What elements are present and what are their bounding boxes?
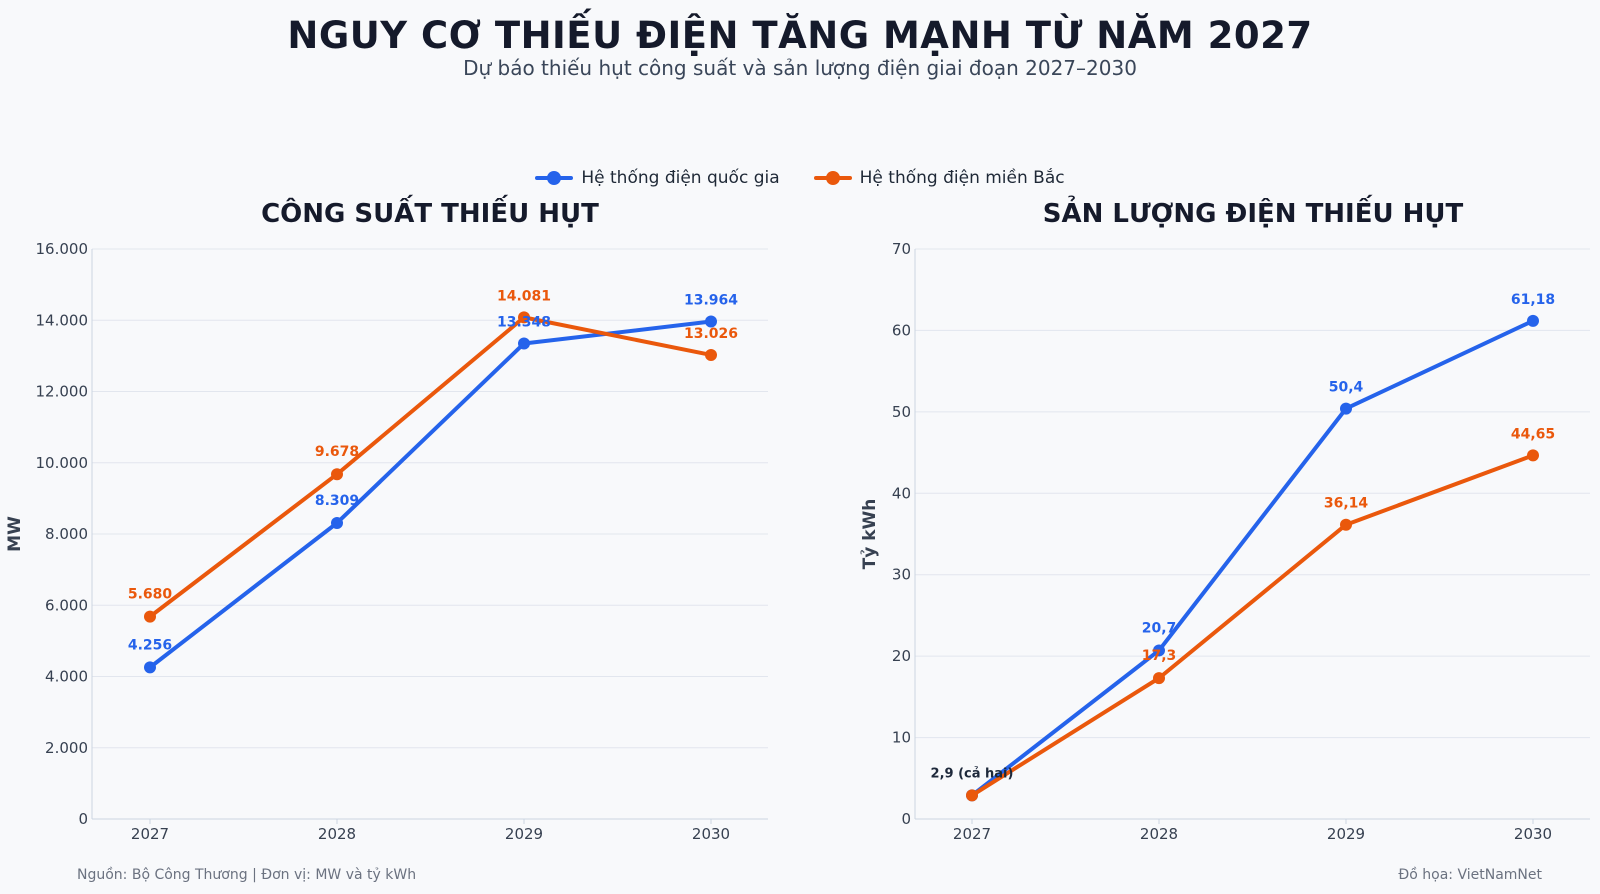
x-tick-label: 2027 [131, 825, 169, 843]
data-point [1340, 402, 1352, 415]
legend-line-marker-icon [535, 171, 574, 185]
panel-title: CÔNG SUẤT THIẾU HỤT [261, 193, 599, 229]
data-point [1153, 644, 1165, 657]
series-line [148, 319, 713, 670]
graphic-credit: Đồ họa: VietNamNet [1398, 867, 1542, 883]
y-tick-label: 14.000 [36, 311, 89, 329]
page-subtitle: Dự báo thiếu hụt công suất và sản lượng … [463, 56, 1137, 80]
x-tick-label: 2029 [1327, 825, 1365, 843]
legend-item-north: Hệ thống điện miền Bắc [813, 168, 1065, 188]
y-axis-label: MW [5, 516, 25, 552]
data-point [331, 468, 343, 481]
data-point [705, 315, 717, 328]
y-tick-label: 20 [892, 647, 911, 665]
page-title: NGUY CƠ THIẾU ĐIỆN TĂNG MẠNH TỪ NĂM 2027 [287, 14, 1313, 57]
x-tick-label: 2028 [1140, 825, 1178, 843]
x-tick-label: 2029 [505, 825, 543, 843]
legend-line-marker-icon [813, 171, 852, 185]
x-tick-label: 2030 [692, 825, 730, 843]
y-tick-label: 30 [892, 566, 911, 584]
y-tick-label: 50 [892, 403, 911, 421]
y-tick-label: 10 [892, 729, 911, 747]
data-label: 50,4 [1329, 380, 1364, 396]
data-point [144, 610, 156, 623]
data-point [705, 348, 717, 361]
data-label: 4.256 [128, 637, 172, 653]
data-point [518, 337, 530, 350]
y-tick-label: 60 [892, 321, 911, 339]
source-note: Nguồn: Bộ Công Thương | Đơn vị: MW và tỷ… [77, 867, 417, 883]
data-point [1340, 518, 1352, 531]
y-tick-label: 40 [892, 484, 911, 502]
data-point [1527, 449, 1539, 462]
series-line [970, 318, 1535, 798]
data-label: 61,18 [1511, 292, 1555, 308]
x-tick-label: 2030 [1514, 825, 1552, 843]
data-label: 13.026 [684, 326, 738, 342]
y-tick-label: 4.000 [45, 668, 88, 686]
data-label: 36,14 [1324, 496, 1369, 512]
data-point [331, 516, 343, 529]
legend-label: Hệ thống điện miền Bắc [859, 168, 1065, 188]
y-tick-label: 16.000 [36, 240, 89, 258]
data-label: 9.678 [315, 444, 359, 460]
data-label: 13.964 [684, 293, 738, 309]
data-label: 5.680 [128, 587, 173, 603]
data-point [518, 311, 530, 324]
x-tick-label: 2028 [318, 825, 356, 843]
data-label: 44,65 [1511, 426, 1555, 442]
y-tick-label: 10.000 [36, 454, 89, 472]
y-tick-label: 8.000 [45, 525, 88, 543]
y-tick-label: 0 [901, 810, 911, 828]
y-axis-label: Tỷ kWh [860, 499, 880, 570]
y-tick-label: 2.000 [45, 739, 88, 757]
panel-title: SẢN LƯỢNG ĐIỆN THIẾU HỤT [1043, 194, 1464, 229]
data-label: 14.081 [497, 288, 551, 304]
legend-item-national: Hệ thống điện quốc gia [535, 168, 780, 188]
data-label: 17,3 [1142, 648, 1177, 664]
data-label: 20,7 [1142, 620, 1177, 636]
data-label: 13.348 [497, 314, 551, 330]
series-line [970, 453, 1535, 798]
data-point [966, 789, 978, 802]
legend: Hệ thống điện quốc gia Hệ thống điện miề… [0, 168, 1600, 188]
data-annotation: 2,9 (cả hai) [931, 766, 1014, 781]
data-point [1527, 314, 1539, 327]
data-point [1153, 672, 1165, 685]
y-tick-label: 0 [78, 810, 88, 828]
data-label: 8.309 [315, 493, 359, 509]
legend-label: Hệ thống điện quốc gia [581, 168, 780, 188]
y-tick-label: 70 [892, 240, 911, 258]
x-tick-label: 2027 [953, 825, 991, 843]
series-line [148, 315, 713, 619]
data-point [144, 661, 156, 674]
y-tick-label: 6.000 [45, 596, 88, 614]
y-tick-label: 12.000 [36, 383, 89, 401]
